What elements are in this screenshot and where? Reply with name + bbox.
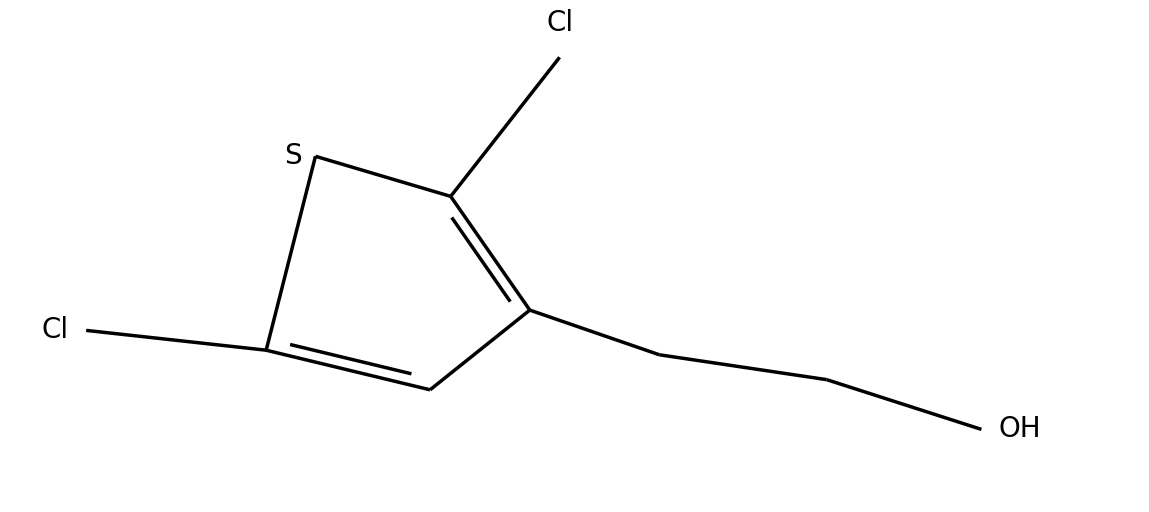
Text: OH: OH xyxy=(998,415,1041,443)
Text: Cl: Cl xyxy=(41,316,69,345)
Text: S: S xyxy=(284,142,302,170)
Text: Cl: Cl xyxy=(546,9,573,37)
